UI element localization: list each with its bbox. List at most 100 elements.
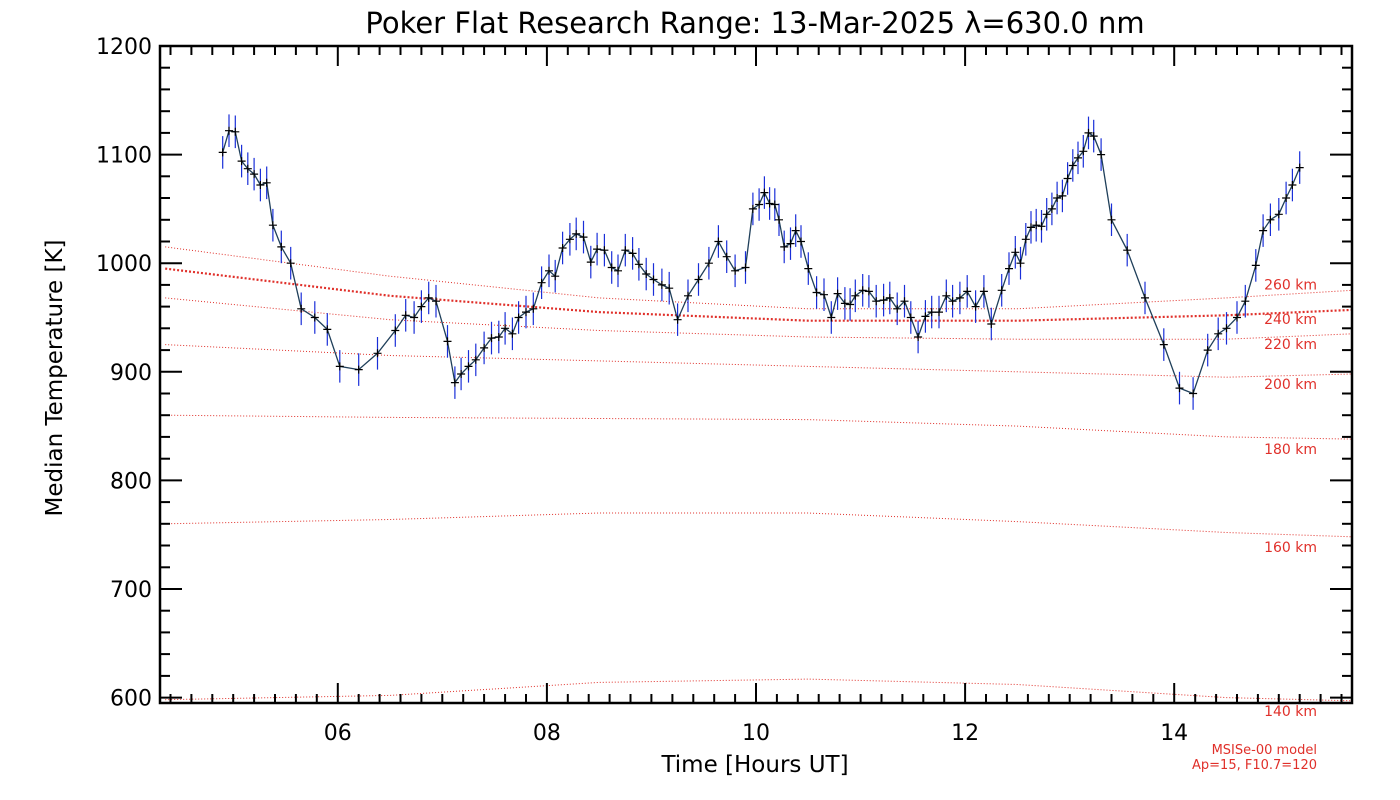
- data-point: [1089, 132, 1098, 141]
- data-point: [457, 370, 466, 378]
- data-point: [833, 289, 842, 298]
- data-point: [417, 302, 426, 311]
- x-tick-label: 06: [324, 721, 352, 746]
- data-point: [893, 304, 902, 313]
- data-point: [1027, 223, 1035, 232]
- y-tick-label: 1000: [96, 252, 152, 277]
- data-point: [508, 329, 517, 338]
- data-point: [231, 127, 240, 136]
- data-point: [1222, 324, 1231, 333]
- data-point: [921, 312, 930, 321]
- data-point: [927, 308, 936, 317]
- model-label-220-km: 220 km: [1264, 337, 1317, 353]
- data-point: [1042, 210, 1051, 219]
- data-point: [755, 200, 764, 209]
- data-point: [529, 304, 538, 313]
- data-point: [1047, 204, 1056, 213]
- chart-title: Poker Flat Research Range: 13-Mar-2025 λ…: [365, 6, 1144, 40]
- model-label-180-km: 180 km: [1264, 442, 1317, 458]
- data-point: [741, 263, 750, 272]
- data-point: [256, 181, 265, 189]
- data-point: [443, 337, 452, 346]
- data-point: [565, 235, 574, 244]
- data-point: [579, 233, 588, 242]
- data-point: [410, 313, 419, 322]
- data-point: [310, 313, 319, 322]
- data-point: [354, 365, 363, 374]
- x-tick-label: 14: [1160, 721, 1188, 746]
- temperature-series-line: [222, 129, 1301, 395]
- model-label-200-km: 200 km: [1264, 377, 1317, 393]
- model-lines-layer: [165, 246, 1353, 702]
- data-point: [593, 245, 602, 254]
- data-point: [1175, 384, 1184, 393]
- data-point: [704, 259, 713, 268]
- data-point: [286, 259, 295, 268]
- data-point: [997, 286, 1006, 295]
- data-point: [858, 286, 867, 295]
- data-point: [1037, 222, 1046, 231]
- data-point: [775, 215, 783, 224]
- data-point: [323, 325, 332, 334]
- data-point: [955, 293, 964, 302]
- data-point: [694, 275, 703, 284]
- data-point: [537, 278, 546, 287]
- data-point: [218, 148, 227, 157]
- data-point: [1295, 163, 1304, 172]
- data-point: [665, 284, 674, 293]
- data-point: [464, 362, 473, 371]
- data-point: [607, 263, 616, 272]
- data-point: [760, 188, 769, 197]
- data-point: [948, 297, 957, 306]
- data-point: [846, 300, 855, 309]
- data-point: [522, 308, 530, 317]
- data-point: [432, 297, 440, 306]
- data-point: [1189, 389, 1198, 398]
- model-note-line-1: MSISe-00 model: [1212, 743, 1317, 758]
- data-point: [424, 293, 433, 302]
- data-point: [335, 362, 344, 371]
- data-point: [765, 199, 774, 208]
- data-point: [1058, 191, 1067, 200]
- data-point: [600, 246, 609, 255]
- data-point: [297, 304, 306, 313]
- data-point: [914, 333, 923, 341]
- y-tick-label: 1200: [96, 35, 152, 60]
- data-point: [722, 252, 731, 261]
- data-point: [1159, 340, 1168, 349]
- data-point: [1005, 264, 1013, 273]
- data-point: [812, 288, 821, 297]
- data-point: [634, 260, 643, 269]
- data-point: [963, 287, 972, 296]
- data-point: [243, 164, 252, 173]
- data-point: [804, 264, 813, 273]
- data-point: [1016, 259, 1025, 268]
- model-line-220-km: [165, 297, 1353, 340]
- axes-layer: 600 700 800 900 1000 1100 1200 06 08 10 12 14: [96, 35, 1354, 746]
- data-point: [942, 291, 951, 300]
- data-point: [1097, 150, 1106, 159]
- data-point: [906, 313, 915, 322]
- data-point: [786, 239, 795, 248]
- model-note-line-2: Ap=15, F10.7=120: [1192, 758, 1317, 773]
- data-point: [1011, 248, 1020, 257]
- data-point: [1241, 297, 1250, 306]
- data-point: [797, 237, 805, 246]
- data-point: [1251, 261, 1260, 270]
- data-point: [586, 258, 595, 267]
- data-point: [1068, 161, 1077, 170]
- model-line-180-km: [165, 414, 1353, 440]
- data-point: [879, 296, 888, 305]
- data-point: [471, 355, 480, 364]
- data-point: [268, 221, 277, 230]
- model-line-160-km: [165, 512, 1353, 538]
- data-point: [494, 333, 503, 341]
- data-point: [1032, 221, 1041, 230]
- data-point: [501, 324, 510, 333]
- data-point: [1141, 293, 1149, 302]
- data-point: [487, 334, 496, 343]
- x-tick-label: 10: [742, 721, 770, 746]
- y-tick-label: 900: [110, 361, 152, 386]
- y-tick-label: 700: [110, 578, 152, 603]
